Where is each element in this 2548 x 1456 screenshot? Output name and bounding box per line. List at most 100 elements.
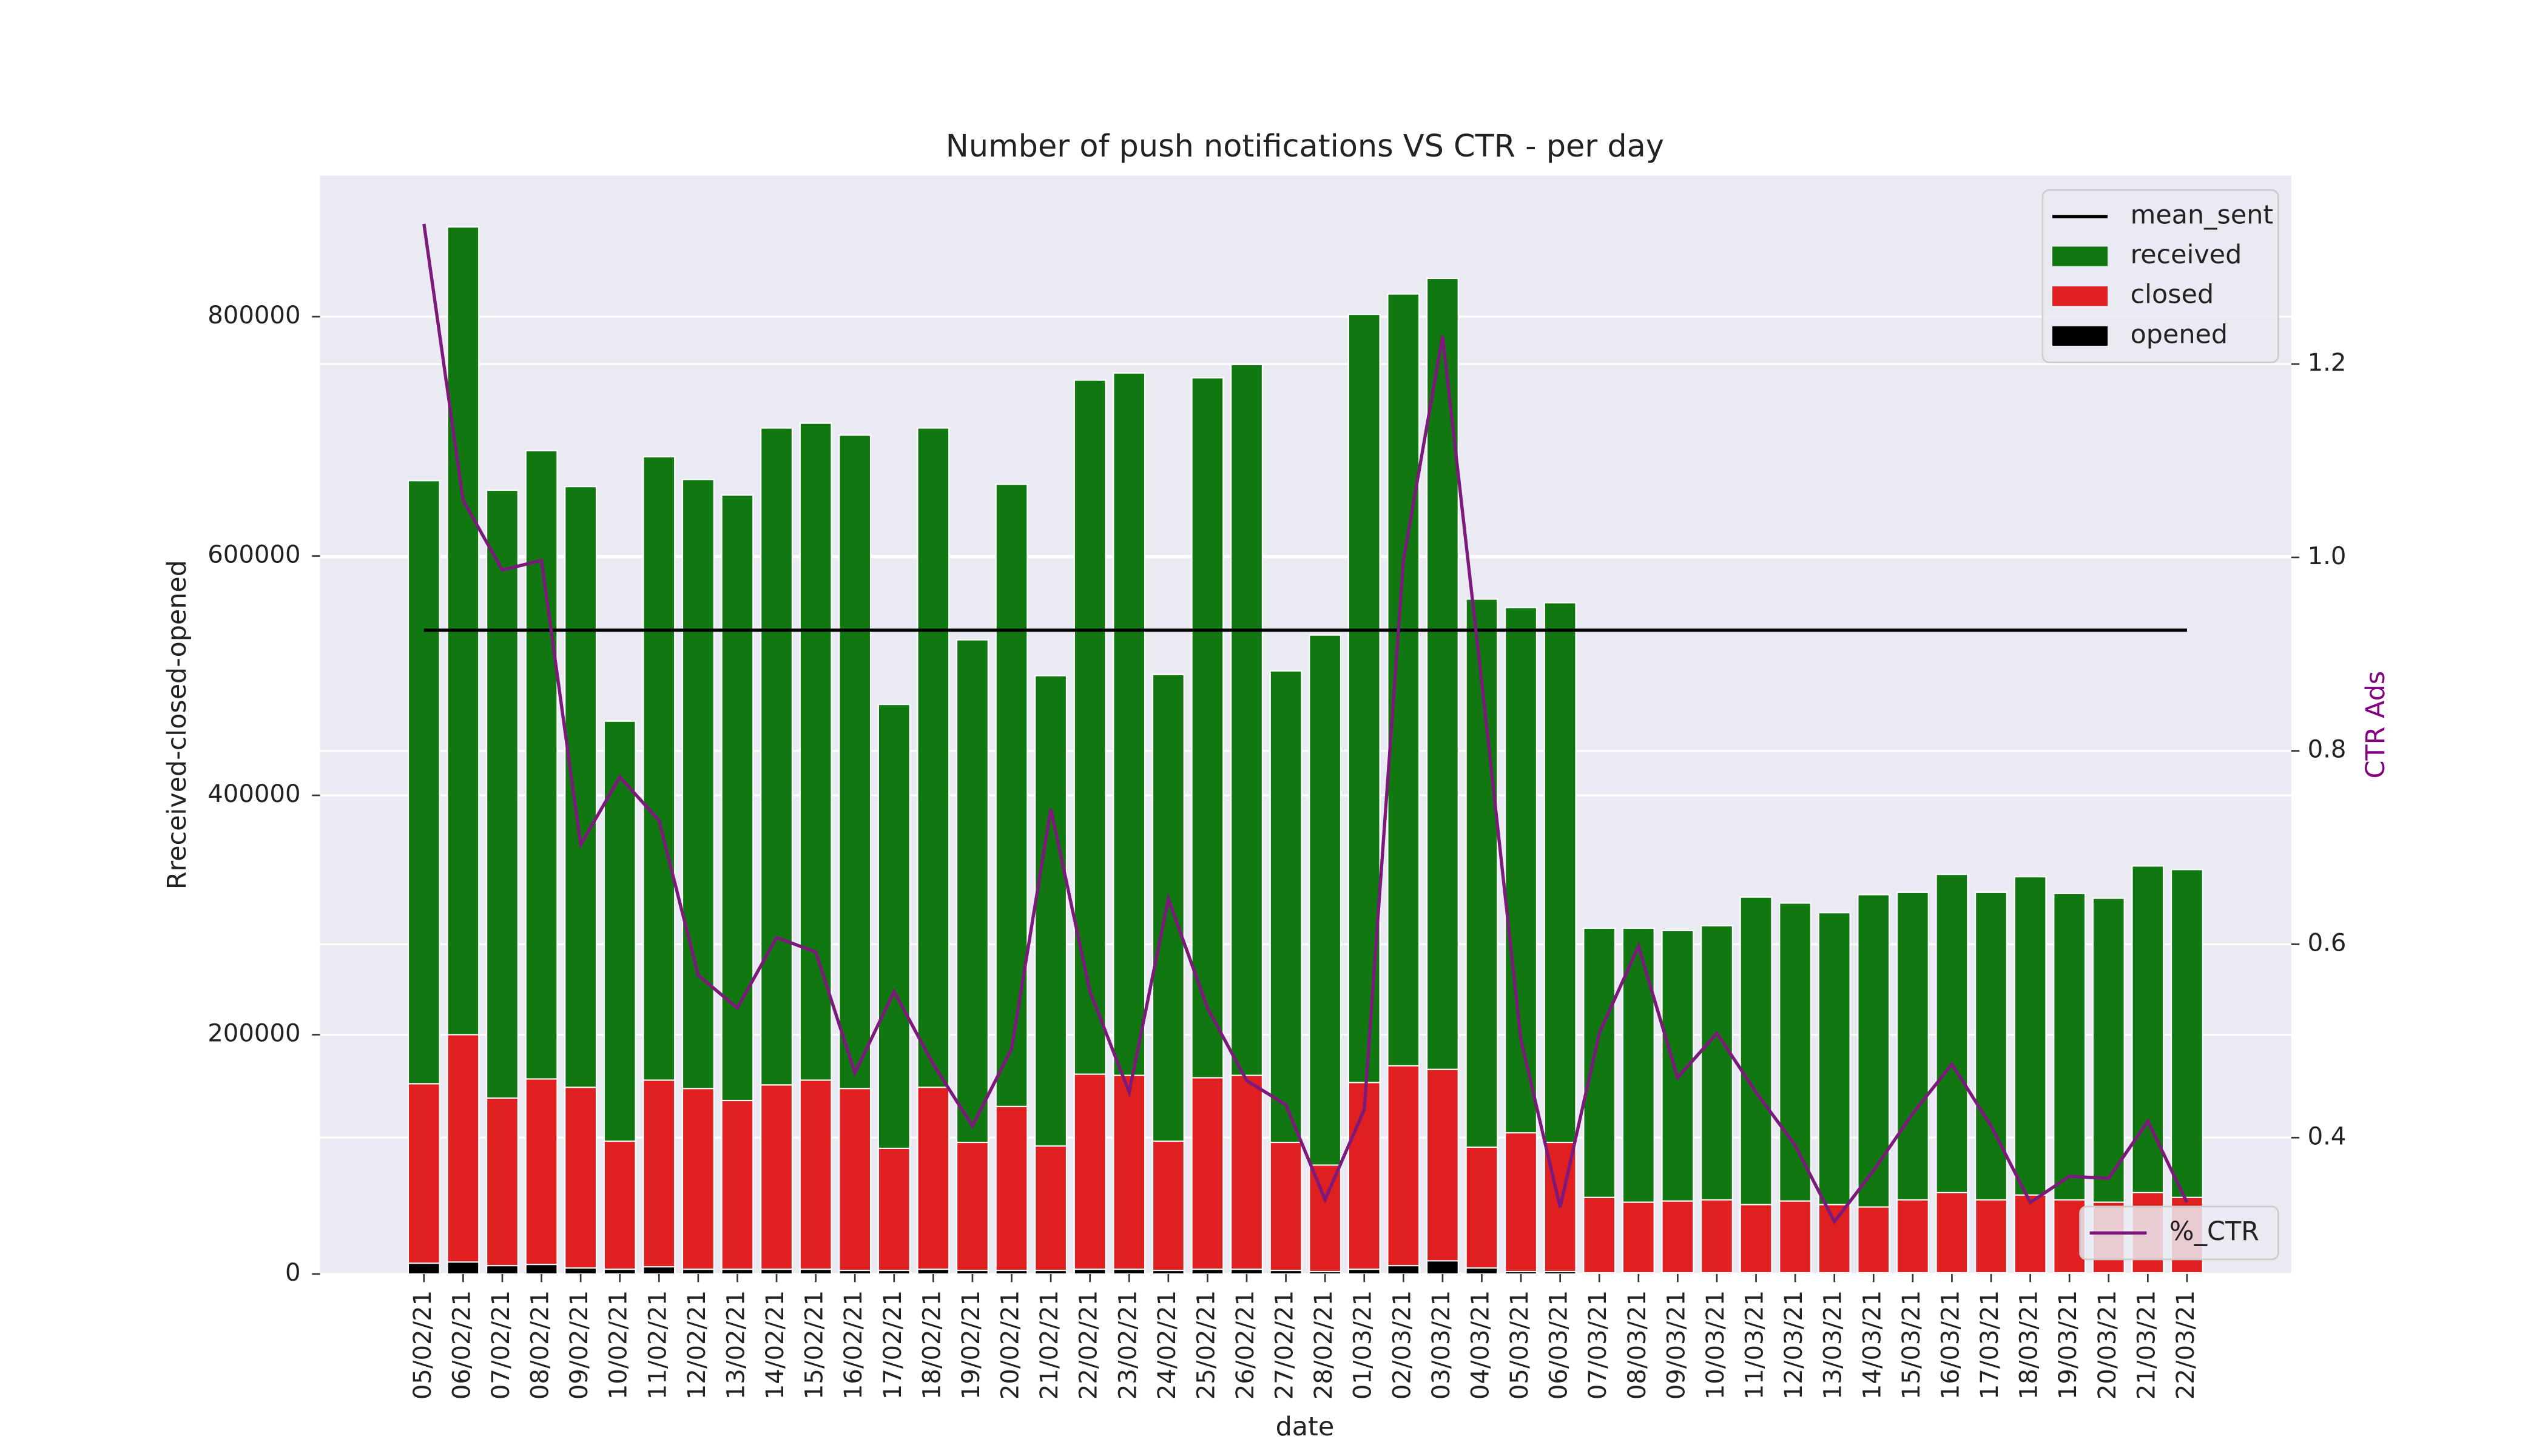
x-tick-label: 20/02/21 [997,1290,1025,1400]
x-tick-label: 19/03/21 [2054,1290,2082,1400]
bar [1700,1199,1733,1275]
x-tick-label: 15/02/21 [801,1290,829,1400]
bar [838,1088,872,1275]
x-tick-label: 15/03/21 [1898,1290,1926,1400]
y2-tick-label: 0.6 [2308,929,2347,957]
x-tick-label: 04/03/21 [1466,1290,1494,1400]
bar [1975,1199,2007,1275]
x-tick-label: 06/02/21 [448,1290,476,1400]
x-tick-label: 13/03/21 [1819,1290,1847,1400]
x-tick-label: 27/02/21 [1271,1290,1299,1400]
bar [1426,1068,1459,1275]
legend-swatch [2052,286,2108,306]
bar [1034,1270,1068,1275]
x-tick-label: 07/02/21 [487,1290,515,1400]
bar [603,1140,636,1275]
legend: mean_sent received closed opened %_CTR [2041,189,2279,1261]
x-tick-label: 10/03/21 [1702,1290,1730,1400]
bar [995,1105,1028,1275]
x-tick-label: 10/02/21 [605,1290,633,1400]
bar [1387,1265,1420,1275]
bar [642,1079,676,1275]
x-tick-label: 16/03/21 [1936,1290,1964,1400]
x-axis-label: date [1276,1412,1335,1442]
bar [1426,1260,1459,1275]
bar [1505,1132,1537,1275]
bar [1818,1204,1851,1275]
bar [2014,1272,2047,1275]
bar [1779,1200,1812,1275]
bar [799,1269,832,1275]
bar [1347,1269,1381,1275]
legend-label: mean_sent [2131,200,2274,230]
x-tick-label: 12/03/21 [1780,1290,1808,1400]
x-tick-label: 09/02/21 [565,1290,593,1400]
bar [1269,1141,1303,1275]
y2-tick-label: 0.8 [2308,736,2347,764]
bar [1935,1191,1969,1275]
bar [1309,1164,1342,1275]
ctr-line [422,223,2189,1225]
bar [407,1262,440,1275]
x-tick-label: 05/03/21 [1506,1290,1534,1400]
y-tick-label: 200000 [207,1020,300,1048]
bar [1191,1269,1224,1275]
bar [2171,1272,2203,1275]
x-tick-label: 18/03/21 [2015,1290,2043,1400]
y-tick-label: 600000 [207,541,300,569]
legend-box [2079,1205,2279,1261]
x-tick-label: 23/02/21 [1114,1290,1142,1400]
bar [1543,1270,1577,1275]
bar [1583,1196,1616,1275]
bar [1583,1272,1616,1275]
bar [877,1147,911,1275]
x-tick-label: 09/03/21 [1662,1290,1690,1400]
bar [407,1083,440,1275]
marks [407,223,2203,1275]
x-tick-label: 14/02/21 [761,1290,789,1400]
x-tick-label: 18/02/21 [918,1290,946,1400]
bar [1779,1272,1812,1275]
x-tick-label: 03/03/21 [1427,1290,1455,1400]
y-tick-label: 0 [285,1259,301,1287]
bar [2131,1272,2165,1275]
x-tick-label: 11/02/21 [644,1290,672,1400]
x-tick-label: 22/02/21 [1075,1290,1103,1400]
labels: 0 200000 400000 600000 800000 0.4 0.6 0.8 1.0 1.2… [207,302,2346,1400]
bar [1191,1077,1224,1275]
bar [1739,1204,1773,1275]
bar [760,1269,793,1275]
x-tick-label: 24/02/21 [1153,1290,1181,1400]
bar [1896,1272,1929,1275]
bar [525,1264,558,1275]
bar [564,1087,598,1275]
x-tick-label: 21/02/21 [1036,1290,1063,1400]
bar [603,1269,636,1275]
bar [1230,1074,1263,1275]
bar [1661,1272,1694,1275]
x-tick-label: 13/02/21 [722,1290,750,1400]
y2-tick-label: 1.0 [2308,542,2347,570]
bar [1661,1200,1694,1275]
bar [1034,1145,1068,1275]
y-axis-label: Rreceived-closed-opened [162,560,192,889]
bar [1309,1270,1342,1275]
x-tick-label: 08/03/21 [1623,1290,1651,1400]
bar [2053,1272,2086,1275]
bar [1269,1270,1303,1275]
x-tick-label: 28/02/21 [1310,1290,1338,1400]
y-tick-label: 400000 [207,780,300,808]
legend-label: %_CTR [2169,1216,2259,1247]
bar [486,1097,519,1275]
legend-label: received [2131,240,2242,270]
bar [1151,1140,1185,1275]
bar [1975,1272,2007,1275]
x-tick-label: 07/03/21 [1584,1290,1612,1400]
x-tick-label: 14/03/21 [1858,1290,1886,1400]
bar [1073,1269,1107,1275]
x-tick-label: 12/02/21 [683,1290,711,1400]
x-tick-label: 06/03/21 [1545,1290,1573,1400]
legend-label: opened [2131,319,2228,349]
x-tick-label: 02/03/21 [1388,1290,1416,1400]
